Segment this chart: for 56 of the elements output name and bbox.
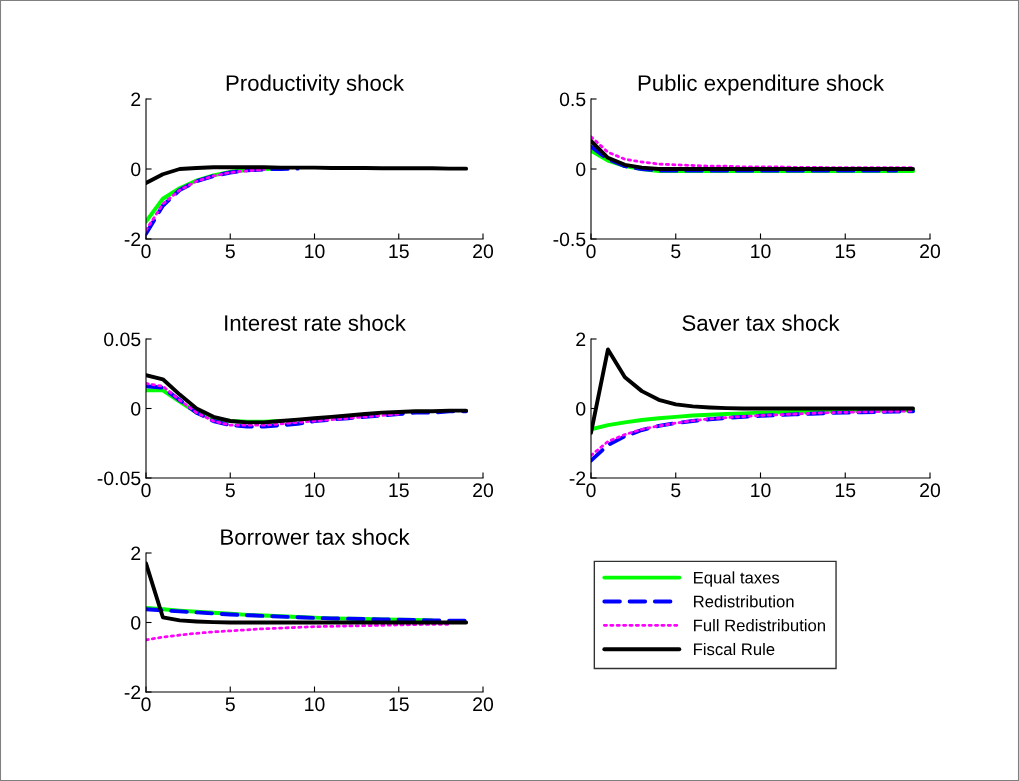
x-tick-label: 0 (141, 244, 151, 259)
x-tick-label: 20 (473, 244, 494, 259)
x-tick-label: 0 (586, 483, 596, 498)
x-tick-label: 10 (751, 483, 771, 498)
x-tick-label: 5 (225, 697, 235, 712)
x-tick-label: 5 (671, 483, 681, 498)
legend-label: Equal taxes (694, 571, 780, 587)
y-tick-label: 0 (131, 162, 141, 177)
x-tick-label: 5 (225, 244, 235, 259)
line-series (146, 382, 401, 427)
x-tick-label: 0 (141, 697, 151, 712)
x-tick-label: 10 (751, 244, 771, 259)
chart-title: Borrower tax shock (221, 528, 410, 545)
y-tick-label: -2 (124, 232, 141, 247)
y-tick-label: 0 (131, 401, 141, 416)
chart-title: Public expenditure shock (638, 74, 885, 96)
x-tick-label: 15 (835, 244, 856, 259)
chart-title: Saver tax shock (682, 314, 840, 331)
y-tick-label: 0 (576, 162, 586, 177)
x-tick-label: 15 (835, 483, 856, 498)
line-series (146, 166, 300, 236)
y-tick-label: -2 (569, 471, 586, 486)
x-tick-label: 20 (473, 483, 494, 498)
legend-label: Full Redistribution (694, 619, 825, 632)
y-tick-label: 2 (131, 546, 141, 561)
x-tick-label: 0 (141, 483, 151, 498)
x-tick-label: 15 (389, 244, 409, 259)
line-series (146, 607, 469, 623)
x-tick-label: 15 (389, 483, 409, 498)
x-tick-label: 10 (305, 244, 325, 259)
x-tick-label: 15 (389, 697, 409, 712)
y-tick-label: 2 (576, 332, 586, 347)
y-tick-label: 0 (576, 401, 586, 416)
y-tick-label: -0.05 (97, 471, 141, 486)
line-series (591, 144, 899, 173)
x-tick-label: 5 (671, 244, 681, 259)
x-tick-label: 20 (473, 697, 494, 712)
chart-title: Interest rate shock (225, 314, 406, 331)
line-series (146, 168, 266, 232)
x-tick-label: 5 (225, 483, 235, 498)
y-tick-label: 0.05 (104, 332, 141, 347)
x-tick-label: 0 (586, 244, 596, 259)
y-tick-label: 2 (131, 92, 141, 107)
x-tick-label: 10 (305, 697, 325, 712)
line-series (146, 622, 451, 642)
x-tick-label: 20 (920, 244, 941, 259)
y-tick-label: -0.5 (553, 232, 586, 247)
line-series (146, 384, 469, 429)
legend-label: Redistribution (694, 595, 794, 608)
x-tick-label: 20 (920, 483, 941, 498)
legend-label: Fiscal Rule (694, 642, 775, 656)
y-tick-label: 0 (131, 615, 141, 630)
y-tick-label: -2 (124, 685, 141, 700)
y-tick-label: 0.5 (559, 92, 586, 107)
x-tick-label: 10 (305, 483, 325, 498)
chart-title: Productivity shock (226, 74, 405, 96)
